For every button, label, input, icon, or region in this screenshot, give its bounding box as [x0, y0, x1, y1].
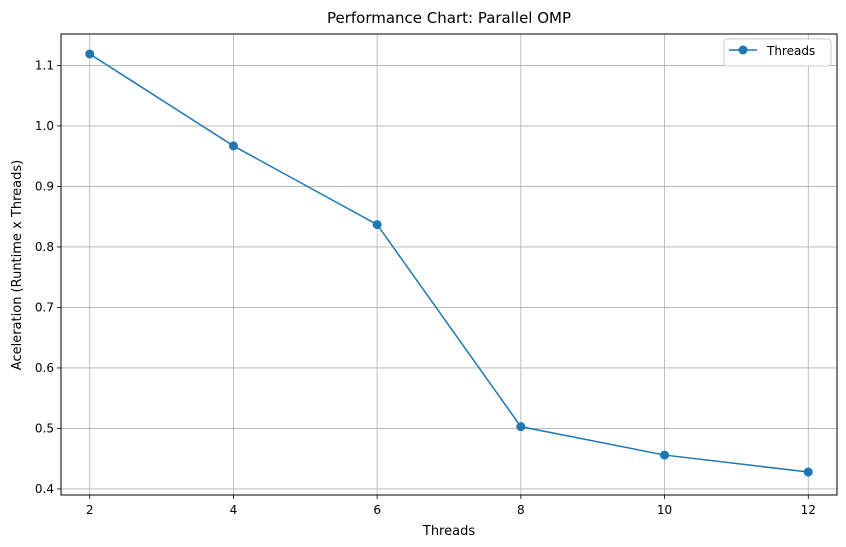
legend-label: Threads: [766, 44, 815, 58]
legend: Threads: [723, 38, 832, 67]
data-point: [803, 467, 813, 477]
y-tick-label: 0.6: [35, 361, 54, 375]
plot-frame: [60, 33, 838, 496]
legend-marker: [738, 45, 748, 55]
legend-box: [723, 38, 832, 67]
x-tick-label: 8: [517, 503, 525, 517]
y-tick-label: 1.1: [35, 58, 54, 72]
y-axis-ticks: 0.4 0.5 0.6 0.7 0.8 0.9 1.0 1.1: [35, 58, 61, 496]
x-tick-label: 6: [373, 503, 381, 517]
x-tick-label: 10: [657, 503, 672, 517]
data-point: [372, 220, 382, 230]
y-tick-label: 0.8: [35, 240, 54, 254]
y-tick-label: 0.5: [35, 421, 54, 435]
y-tick-label: 0.7: [35, 300, 54, 314]
series-points: [85, 49, 813, 477]
x-tick-label: 12: [801, 503, 816, 517]
y-tick-label: 0.4: [35, 482, 54, 496]
data-point: [228, 141, 238, 151]
y-tick-label: 1.0: [35, 119, 54, 133]
x-tick-label: 2: [86, 503, 94, 517]
x-axis-ticks: 2 4 6 8 10 12: [86, 495, 816, 517]
series-lines: [89, 53, 809, 473]
data-point: [660, 450, 670, 460]
x-axis-label: Threads: [422, 524, 475, 539]
x-tick-label: 4: [230, 503, 238, 517]
series-line: [89, 53, 809, 473]
data-point: [85, 49, 95, 59]
data-point: [516, 422, 526, 432]
y-axis-label: Aceleration (Runtime x Threads): [10, 160, 25, 370]
chart-title: Performance Chart: Parallel OMP: [327, 9, 571, 27]
y-tick-label: 0.9: [35, 179, 54, 193]
grid: [61, 34, 837, 495]
